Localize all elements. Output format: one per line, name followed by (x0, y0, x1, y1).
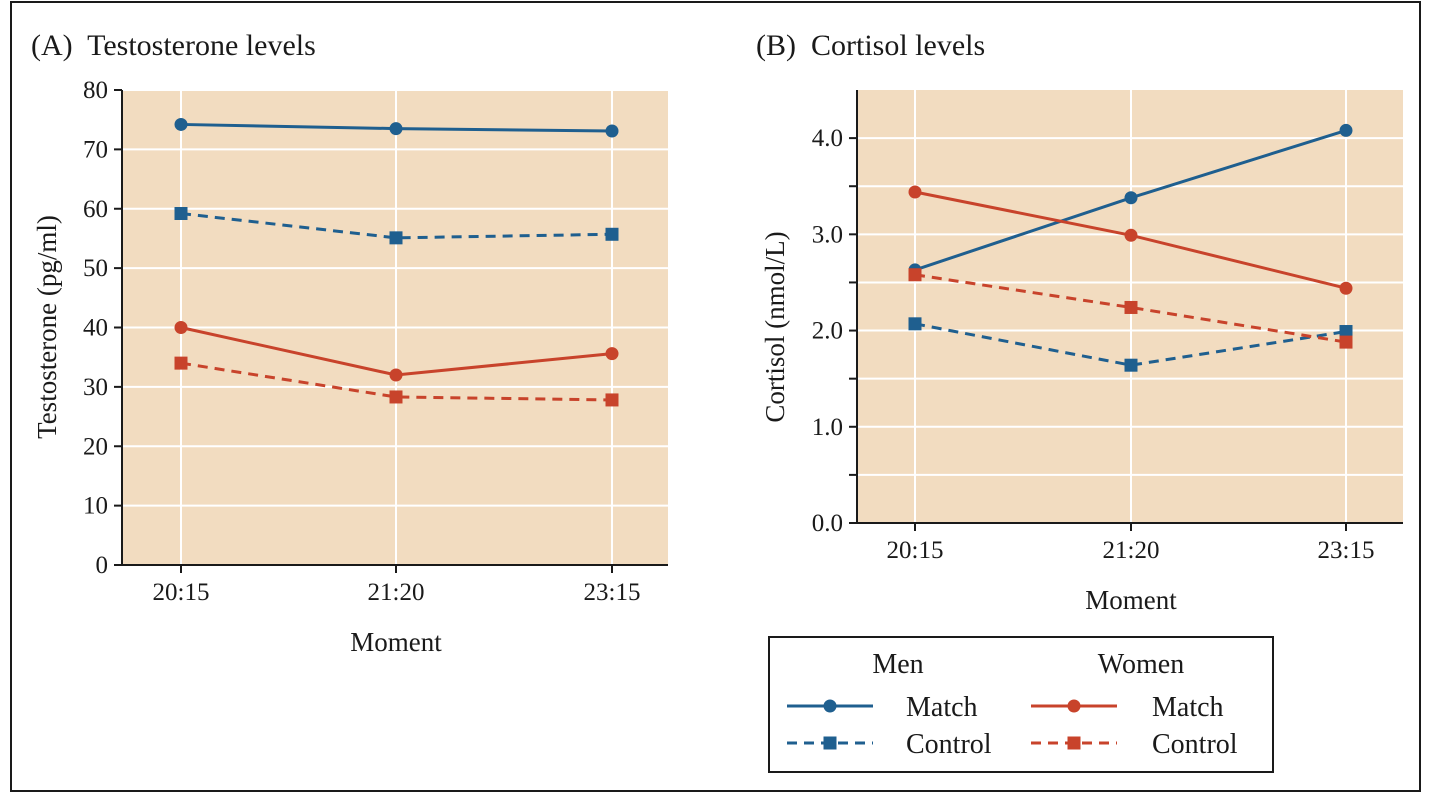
panel-b-y-axis-label: Cortisol (nmol/L) (760, 231, 790, 422)
panel-a-y-tick-label-4: 40 (83, 315, 108, 342)
panel-b-point-men-match-2 (1339, 123, 1353, 137)
panel-a-y-ticks: 0 10 20 30 40 50 60 70 80 (83, 77, 122, 579)
legend-entry-men-match: Match (787, 692, 978, 723)
panel-a-point-women-match-1 (389, 368, 403, 382)
panel-a-y-tick-label-7: 70 (83, 136, 108, 163)
legend-marker-men-control (823, 736, 837, 750)
panel-a-gridlines (122, 89, 668, 565)
panel-b-y-tick-label-0: 0.0 (812, 510, 843, 537)
panel-a-x-tick-label-2: 23:15 (584, 579, 641, 606)
panel-a-y-tick-label-6: 60 (83, 196, 108, 223)
panel-b-y-tick-label-4: 2.0 (812, 318, 843, 345)
legend-marker-men-match (823, 699, 837, 713)
panel-a-point-men-match-2 (605, 124, 619, 138)
panel-b-y-ticks: 0.0 1.0 2.0 3.0 4.0 (812, 125, 857, 537)
panel-a-y-axis-label: Testosterone (pg/ml) (32, 215, 62, 439)
panel-a-point-men-match-1 (389, 122, 403, 136)
panel-b-point-women-match-0 (908, 185, 922, 199)
panel-b-cortisol: (B) Cortisol levels 0.0 1.0 2.0 3.0 4.0 20:1… (756, 29, 1403, 615)
panel-b-point-men-control-1 (1124, 358, 1138, 372)
panel-b-point-women-match-1 (1124, 228, 1138, 242)
panel-b-line-women-control (914, 273, 1347, 344)
legend-entry-women-match: Match (1031, 692, 1224, 723)
legend: Men Women Match Control Match Control (768, 636, 1274, 773)
panel-a-x-ticks: 20:15 21:20 23:15 (153, 565, 641, 606)
panel-b-point-women-control-2 (1339, 335, 1353, 349)
legend-marker-women-control (1067, 736, 1081, 750)
panel-b-y-tick-label-6: 3.0 (812, 221, 843, 248)
legend-label-men-control: Control (906, 729, 992, 760)
panel-a-point-men-control-0 (174, 207, 188, 220)
legend-entry-men-control: Control (787, 729, 992, 760)
panel-b-point-men-control-2 (1339, 325, 1353, 339)
legend-label-women-match: Match (1152, 692, 1224, 723)
panel-a-y-tick-label-8: 80 (83, 77, 108, 104)
panel-b-point-women-match-2 (1339, 281, 1353, 295)
panel-a-point-women-match-0 (174, 321, 188, 334)
panel-a-y-tick-label-5: 50 (83, 255, 108, 282)
panel-a-point-men-control-2 (605, 227, 619, 241)
legend-women-header: Women (1098, 649, 1184, 680)
legend-label-women-control: Control (1152, 729, 1238, 760)
panel-a-testosterone: (A) Testosterone levels 0 10 20 30 40 50 60 70 8… (31, 29, 668, 657)
panel-b-y-tick-label-8: 4.0 (812, 125, 843, 152)
panel-b-x-tick-label-1: 21:20 (1103, 537, 1160, 564)
legend-line-women-match (1031, 699, 1117, 713)
panel-b-x-tick-label-2: 23:15 (1318, 537, 1375, 564)
panel-a-y-tick-label-2: 20 (83, 433, 108, 460)
panel-a-y-tick-label-1: 10 (83, 493, 108, 520)
legend-marker-women-match (1067, 699, 1081, 713)
legend-line-men-match (787, 699, 873, 713)
panel-a-point-men-control-1 (389, 231, 403, 245)
legend-line-men-control (787, 736, 873, 750)
legend-line-women-control (1031, 736, 1117, 750)
panel-a-point-women-match-2 (605, 347, 619, 361)
panel-a-series (174, 117, 619, 407)
panel-b-x-tick-label-0: 20:15 (887, 537, 944, 564)
panel-b-point-women-control-1 (1124, 300, 1138, 314)
panel-b-x-ticks: 20:15 21:20 23:15 (887, 523, 1375, 564)
panel-a-title: (A) Testosterone levels (31, 29, 316, 62)
panel-a-line-women-control (180, 361, 613, 402)
panel-a-x-tick-label-0: 20:15 (153, 579, 210, 606)
panel-b-y-tick-label-2: 1.0 (812, 414, 843, 441)
panel-b-point-men-control-0 (908, 317, 922, 331)
panel-b-title: (B) Cortisol levels (756, 29, 985, 62)
panel-a-x-axis-label: Moment (350, 627, 442, 657)
panel-a-y-tick-label-0: 0 (96, 552, 109, 579)
legend-entry-women-control: Control (1031, 729, 1238, 760)
panel-a-line-men-control (180, 212, 613, 240)
panel-b-point-women-control-0 (908, 268, 922, 282)
panel-a-x-tick-label-1: 21:20 (368, 579, 425, 606)
panel-b-x-axis-label: Moment (1085, 585, 1177, 615)
panel-b-line-men-control (914, 322, 1347, 367)
panel-b-series (908, 123, 1353, 372)
panel-b-gridlines (857, 90, 1403, 523)
legend-label-men-match: Match (906, 692, 978, 723)
legend-men-header: Men (872, 649, 923, 680)
panel-a-y-tick-label-3: 30 (83, 374, 108, 401)
panel-b-point-men-match-1 (1124, 191, 1138, 205)
panel-a-point-women-control-2 (605, 393, 619, 407)
panel-a-point-women-control-1 (389, 390, 403, 404)
panel-a-point-men-match-0 (174, 117, 188, 131)
panel-a-point-women-control-0 (174, 356, 188, 370)
